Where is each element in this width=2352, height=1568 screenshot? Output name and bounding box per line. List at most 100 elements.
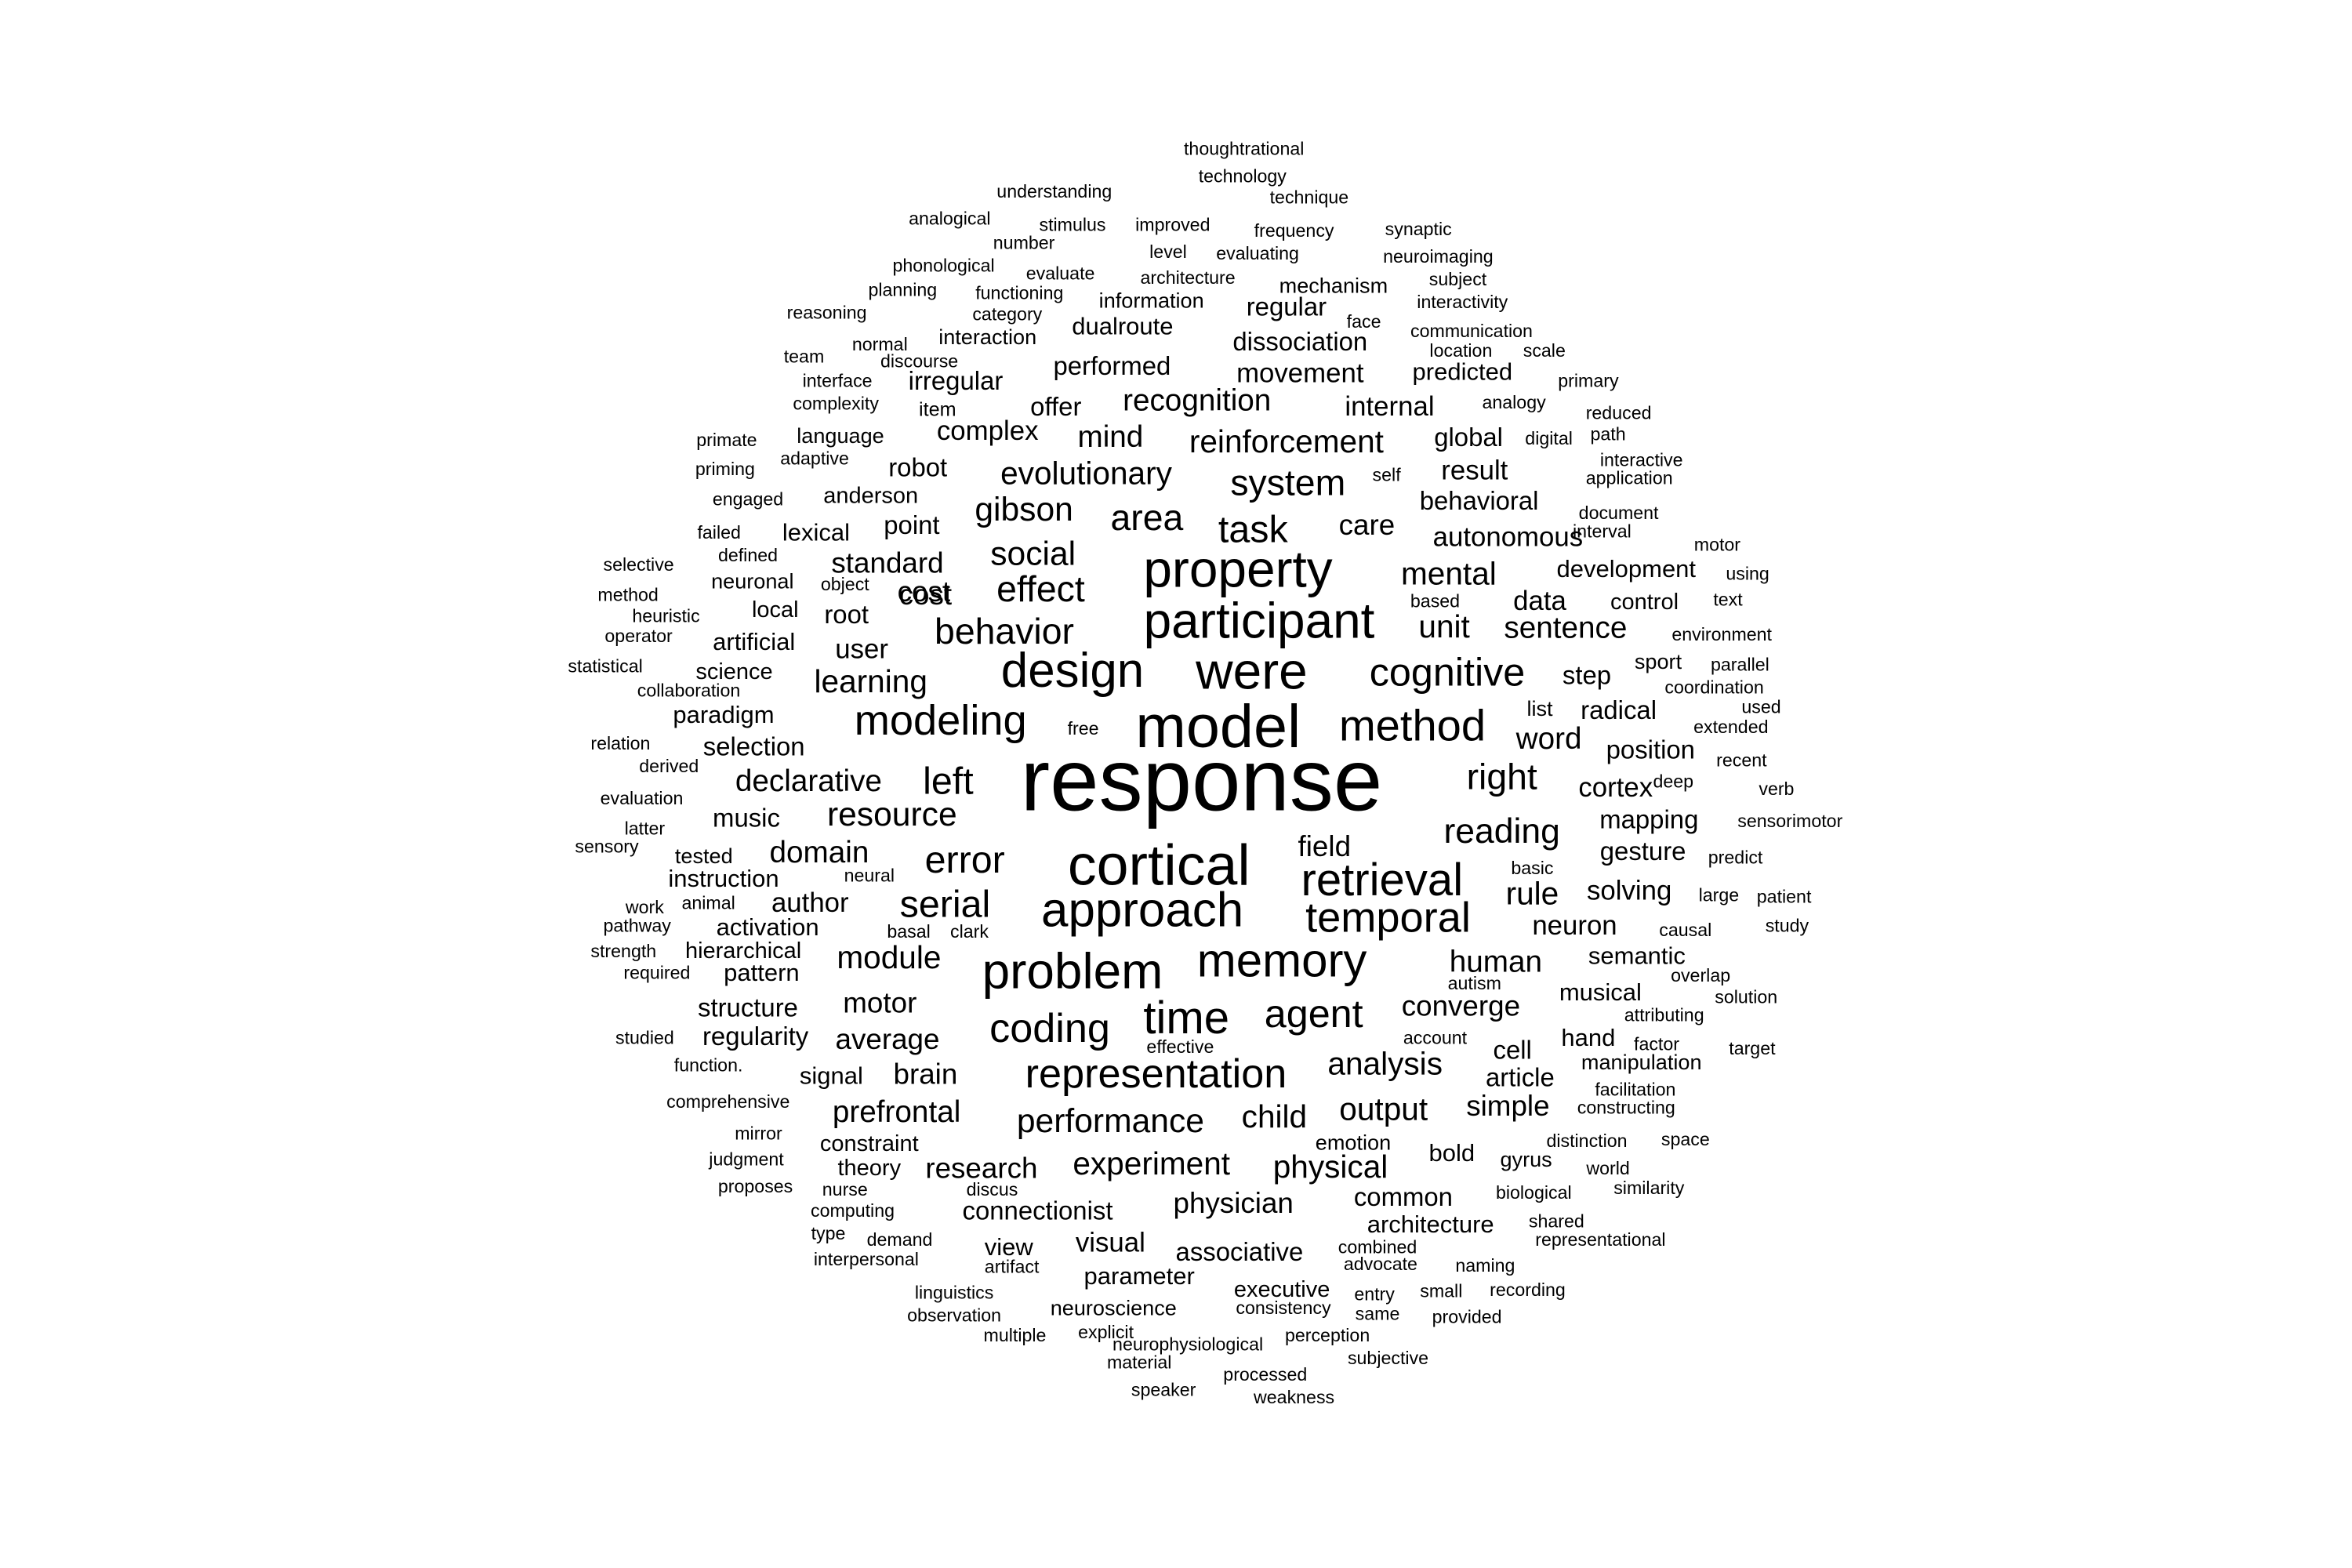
cloud-word: analogical (909, 209, 990, 229)
cloud-word: modeling (855, 697, 1027, 744)
cloud-word: dissociation (1232, 327, 1367, 356)
cloud-word: local (752, 597, 799, 622)
cloud-word: shared (1529, 1211, 1584, 1232)
cloud-word: artificial (713, 628, 795, 655)
cloud-word: response (1021, 731, 1383, 829)
cloud-word: account (1403, 1028, 1468, 1048)
cloud-word: multiple (984, 1325, 1047, 1345)
cloud-word: using (1726, 563, 1769, 583)
cloud-word: recent (1716, 750, 1767, 770)
cloud-word: primary (1558, 371, 1619, 391)
cloud-word: proposes (718, 1176, 793, 1196)
cloud-word: coding (989, 1006, 1110, 1051)
cloud-word: explicit (1078, 1322, 1134, 1342)
cloud-word: technique (1270, 187, 1349, 208)
cloud-word: theory (837, 1156, 901, 1181)
cloud-word: mechanism (1279, 273, 1388, 297)
cloud-word: research (925, 1152, 1037, 1185)
cloud-word: subject (1429, 269, 1487, 289)
cloud-word: root (824, 600, 869, 629)
cloud-word: neurophysiological (1112, 1334, 1263, 1354)
cloud-word: reinforcement (1189, 423, 1384, 459)
cloud-word: interaction (938, 325, 1036, 349)
cloud-word: architecture (1367, 1210, 1494, 1238)
cloud-word: executive (1234, 1277, 1330, 1302)
cloud-word: development (1557, 555, 1697, 583)
cloud-word: distinction (1546, 1131, 1627, 1151)
cloud-word: solution (1715, 986, 1777, 1007)
cloud-word: frequency (1254, 220, 1334, 241)
cloud-word: thoughtrational (1184, 139, 1304, 159)
cloud-word: judgment (708, 1149, 784, 1169)
cloud-word: music (713, 804, 780, 833)
cloud-word: complexity (793, 394, 879, 414)
cloud-word: mental (1401, 555, 1497, 591)
cloud-word: defined (718, 545, 778, 565)
cloud-word: demand (867, 1229, 933, 1250)
cloud-word: human (1450, 945, 1542, 978)
cloud-word: gibson (975, 491, 1073, 528)
cloud-word: module (837, 939, 941, 975)
cloud-word: advocate (1344, 1254, 1417, 1274)
cloud-word: discourse (880, 351, 958, 372)
cloud-word: learning (815, 663, 927, 699)
cloud-word: global (1434, 423, 1503, 452)
cloud-word: associative (1176, 1237, 1304, 1266)
cloud-word: predicted (1413, 358, 1513, 386)
cloud-word: required (623, 962, 690, 982)
cloud-word: cost (898, 575, 951, 608)
cloud-word: functioning (975, 283, 1063, 303)
cloud-word: physical (1273, 1149, 1388, 1185)
cloud-word: temporal (1305, 895, 1471, 942)
cloud-word: social (990, 535, 1076, 572)
cloud-word: recognition (1123, 383, 1271, 417)
cloud-word: connectionist (963, 1196, 1113, 1225)
cloud-word: left (923, 760, 974, 803)
cloud-word: studied (615, 1028, 674, 1048)
cloud-word: verb (1759, 779, 1794, 799)
cloud-word: analogy (1482, 392, 1546, 412)
cloud-word: dualroute (1072, 313, 1173, 340)
cloud-word: step (1563, 661, 1611, 690)
cloud-word: reduced (1586, 402, 1652, 423)
cloud-word: time (1143, 993, 1229, 1044)
cloud-word: effect (996, 568, 1085, 609)
cloud-word: sensory (575, 837, 639, 857)
cloud-word: path (1591, 423, 1626, 444)
cloud-word: attributing (1624, 1005, 1704, 1025)
cloud-word: pattern (724, 959, 800, 986)
cloud-word: representation (1025, 1051, 1287, 1097)
cloud-word: based (1410, 590, 1460, 611)
cloud-word: word (1515, 722, 1582, 756)
cloud-word: visual (1076, 1227, 1145, 1258)
cloud-word: regularity (702, 1022, 809, 1051)
cloud-word: digital (1525, 428, 1573, 448)
cloud-word: prefrontal (833, 1095, 960, 1129)
cloud-word: approach (1041, 884, 1243, 938)
cloud-word: reasoning (787, 303, 867, 323)
cloud-word: motor (1694, 535, 1741, 555)
cloud-word: statistical (568, 656, 642, 677)
cloud-word: model (1135, 693, 1301, 760)
cloud-word: extended (1693, 717, 1768, 737)
cloud-word: point (884, 510, 939, 539)
cloud-word: movement (1236, 358, 1364, 389)
cloud-word: pathway (604, 915, 672, 935)
cloud-word: neuroscience (1051, 1296, 1177, 1320)
cloud-word: result (1441, 455, 1508, 485)
cloud-word: primate (696, 430, 757, 450)
cloud-word: space (1661, 1129, 1710, 1149)
cloud-word: emotion (1316, 1131, 1391, 1155)
cloud-word: problem (982, 942, 1163, 999)
cloud-word: comprehensive (666, 1091, 789, 1112)
cloud-word: discus (967, 1179, 1018, 1200)
cloud-word: right (1467, 757, 1537, 797)
cloud-word: error (925, 839, 1005, 881)
cloud-word: area (1110, 497, 1183, 538)
cloud-word: performance (1017, 1102, 1204, 1140)
cloud-word: hierarchical (685, 938, 801, 964)
cloud-word: manipulation (1581, 1050, 1702, 1074)
cloud-word: activation (717, 913, 819, 941)
cloud-word: child (1242, 1098, 1307, 1134)
cloud-word: observation (907, 1305, 1001, 1326)
